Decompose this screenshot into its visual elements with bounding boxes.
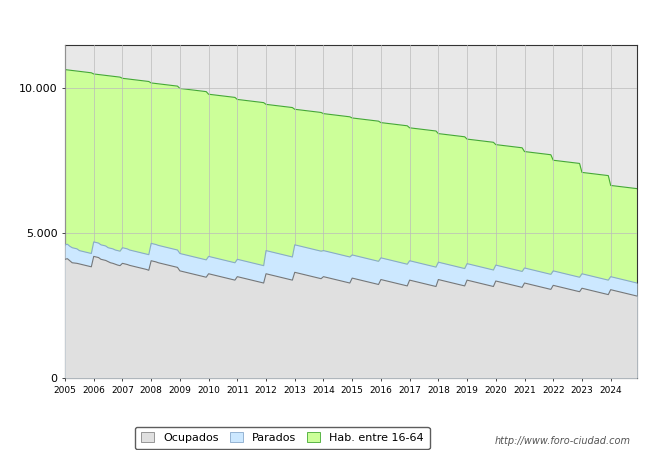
Text: Cangas del Narcea - Evolucion de la poblacion en edad de Trabajar Noviembre de 2: Cangas del Narcea - Evolucion de la pobl… (67, 15, 583, 28)
Legend: Ocupados, Parados, Hab. entre 16-64: Ocupados, Parados, Hab. entre 16-64 (135, 427, 430, 449)
Text: http://www.foro-ciudad.com: http://www.foro-ciudad.com (495, 436, 630, 446)
